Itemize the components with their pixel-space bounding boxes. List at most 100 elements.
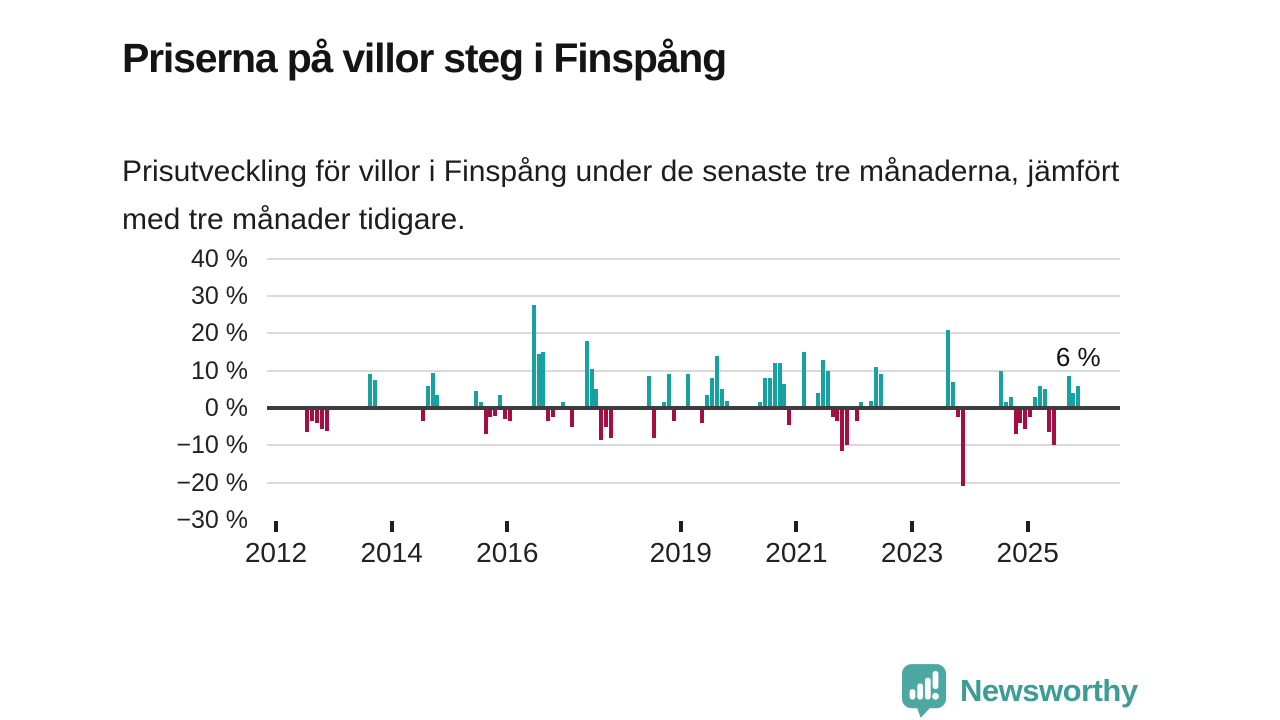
bar: [859, 402, 864, 408]
x-tick-mark: [678, 521, 683, 532]
bar: [854, 410, 859, 422]
bar: [560, 402, 565, 408]
bar: [777, 363, 782, 408]
bar: [782, 383, 787, 408]
newsworthy-logo-icon: [901, 663, 947, 718]
bar: [305, 410, 310, 433]
bar: [420, 410, 425, 422]
gridline: [267, 369, 1120, 372]
bar: [710, 378, 715, 408]
bar: [719, 389, 724, 408]
bar: [319, 410, 324, 429]
bar: [546, 410, 551, 422]
x-tick-mark: [910, 521, 915, 532]
y-tick-label: 20 %: [191, 319, 248, 348]
bar: [599, 410, 604, 440]
y-tick-label: −30 %: [176, 505, 248, 534]
bar: [551, 410, 556, 418]
y-tick-label: 40 %: [191, 244, 248, 273]
bar: [671, 410, 676, 422]
x-tick-mark: [274, 521, 278, 532]
bar: [594, 389, 599, 408]
bar: [835, 410, 840, 422]
bar: [608, 410, 613, 438]
gridline: [267, 295, 1120, 298]
x-tick-label: 2023: [880, 537, 944, 568]
y-tick-label: −10 %: [176, 431, 248, 460]
bar: [1066, 376, 1071, 408]
bar: [1013, 410, 1018, 435]
y-tick-label: 10 %: [191, 356, 248, 385]
bar: [1023, 410, 1028, 429]
bar: [1004, 402, 1008, 408]
bar: [310, 410, 315, 422]
bar: [647, 376, 652, 408]
bar: [1042, 389, 1047, 408]
x-tick-label: 2014: [360, 537, 423, 568]
bar: [324, 410, 329, 431]
bar: [787, 410, 792, 425]
x-tick-mark: [505, 521, 510, 532]
bar: [878, 374, 883, 408]
bar: [430, 372, 435, 408]
bar: [724, 400, 729, 408]
bar: [314, 410, 319, 424]
x-tick-mark: [1025, 521, 1030, 532]
bar: [478, 402, 483, 408]
bar: [493, 410, 498, 416]
bar: [604, 410, 609, 427]
x-tick-mark: [794, 521, 799, 532]
bar: [845, 410, 849, 446]
bar: [946, 329, 951, 408]
chart-subtitle: Prisutveckling för villor i Finspång und…: [122, 155, 1120, 236]
bar: [661, 402, 666, 408]
bar: [502, 410, 507, 420]
x-tick-mark: [389, 521, 394, 532]
bar: [955, 410, 960, 418]
bar: [372, 380, 377, 408]
x-tick-label: 2019: [649, 537, 712, 568]
bar: [999, 370, 1004, 408]
newsworthy-branding: Newsworthy: [901, 663, 1138, 718]
bar: [758, 402, 763, 408]
bar: [830, 410, 835, 418]
bar: [531, 305, 536, 408]
bar: [700, 410, 705, 424]
y-tick-label: 0 %: [204, 394, 248, 422]
last-value-annotation: 6 %: [1055, 342, 1101, 372]
bar: [1037, 385, 1042, 408]
zero-axis-line: [267, 406, 1120, 410]
bar: [488, 410, 493, 418]
x-tick-label: 2021: [765, 537, 828, 568]
bar: [425, 385, 430, 408]
gridline: [267, 257, 1120, 260]
gridline: [267, 332, 1120, 335]
bar: [536, 353, 541, 408]
bar: [840, 410, 845, 452]
bar: [483, 410, 488, 435]
bar: [705, 394, 710, 408]
bar: [589, 368, 594, 408]
page-title: Priserna på villor steg i Finspång: [122, 35, 727, 82]
bar: [767, 378, 772, 408]
bar: [507, 410, 512, 422]
bar: [1032, 396, 1037, 408]
gridline: [267, 481, 1120, 484]
bar: [1071, 393, 1076, 408]
bar: [873, 366, 878, 408]
gridline: [267, 444, 1120, 447]
bar: [435, 394, 440, 408]
bar: [1008, 396, 1013, 408]
bar: [763, 378, 768, 408]
bar: [1028, 410, 1033, 418]
bar: [685, 374, 690, 408]
bar: [816, 393, 821, 408]
bar: [1018, 410, 1023, 424]
bar: [951, 381, 955, 408]
bar-chart: 6 % 2012 2014 2016 2019 2021 2023 2025: [245, 250, 1120, 568]
bar: [666, 374, 671, 408]
newsworthy-wordmark: Newsworthy: [960, 672, 1138, 708]
bar: [825, 370, 830, 408]
bar: [367, 374, 372, 408]
y-tick-label: 30 %: [191, 282, 248, 311]
